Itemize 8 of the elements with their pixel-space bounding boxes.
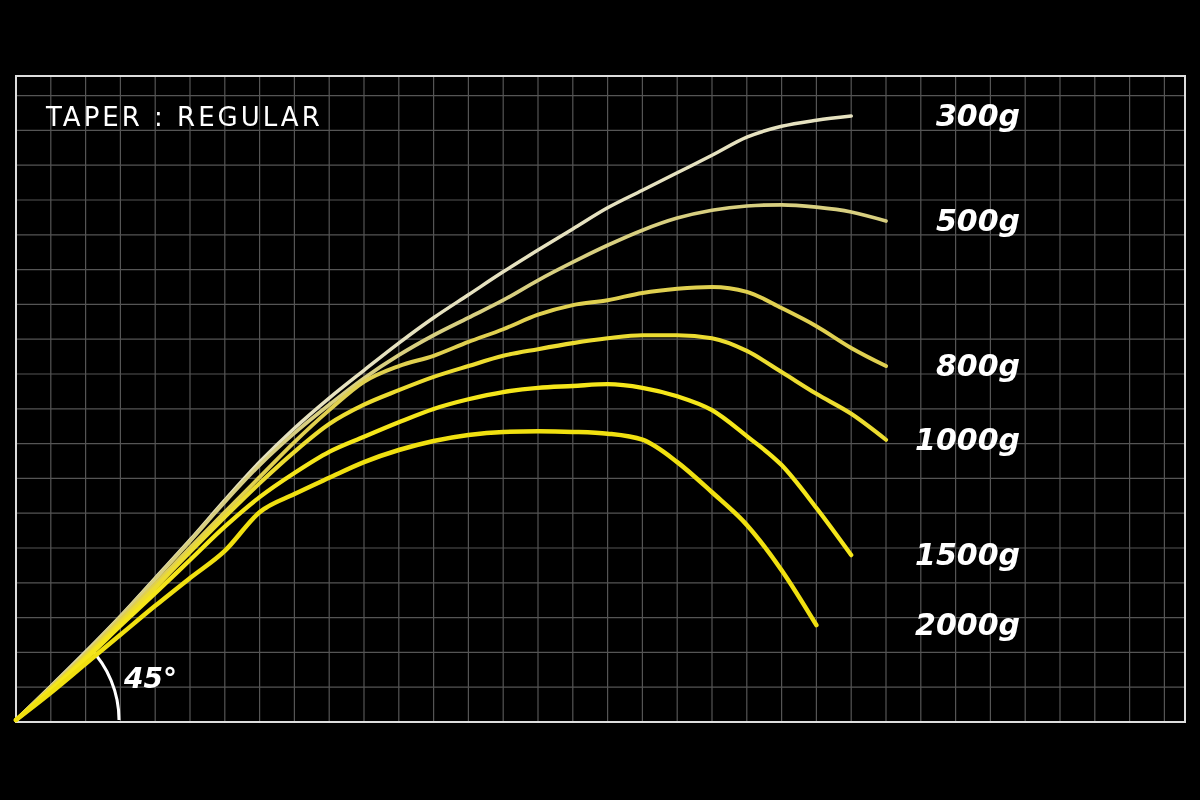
chart-title: TAPER : REGULAR (45, 102, 323, 132)
series-label: 1000g (915, 421, 1020, 457)
series-label: 800g (935, 348, 1020, 384)
series-label: 500g (935, 203, 1020, 239)
text: 1500g (915, 537, 1020, 573)
annotation: 45° (123, 662, 177, 695)
text: 300g (935, 98, 1020, 133)
text: 2000g (915, 607, 1020, 643)
